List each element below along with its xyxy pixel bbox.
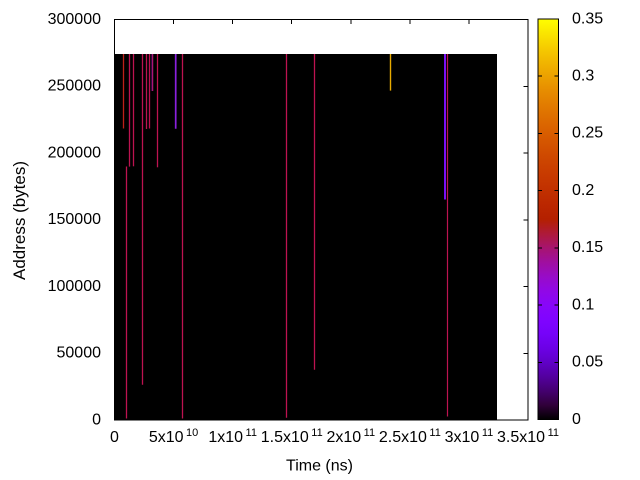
svg-text:0.2: 0.2 — [572, 182, 594, 199]
svg-text:0: 0 — [110, 429, 119, 446]
svg-text:250000: 250000 — [48, 78, 101, 95]
svg-text:200000: 200000 — [48, 144, 101, 161]
svg-text:Address (bytes): Address (bytes) — [10, 161, 29, 280]
svg-text:50000: 50000 — [57, 345, 102, 362]
svg-text:300000: 300000 — [48, 11, 101, 28]
svg-text:100000: 100000 — [48, 278, 101, 295]
svg-text:0: 0 — [572, 411, 581, 428]
svg-text:0: 0 — [92, 411, 101, 428]
svg-text:0.25: 0.25 — [572, 125, 603, 142]
svg-text:0.1: 0.1 — [572, 296, 594, 313]
svg-text:150000: 150000 — [48, 211, 101, 228]
svg-text:0.15: 0.15 — [572, 239, 603, 256]
svg-text:0.05: 0.05 — [572, 354, 603, 371]
svg-text:0.3: 0.3 — [572, 68, 594, 85]
svg-text:Time (ns): Time (ns) — [286, 458, 353, 475]
svg-text:0.35: 0.35 — [572, 10, 603, 27]
